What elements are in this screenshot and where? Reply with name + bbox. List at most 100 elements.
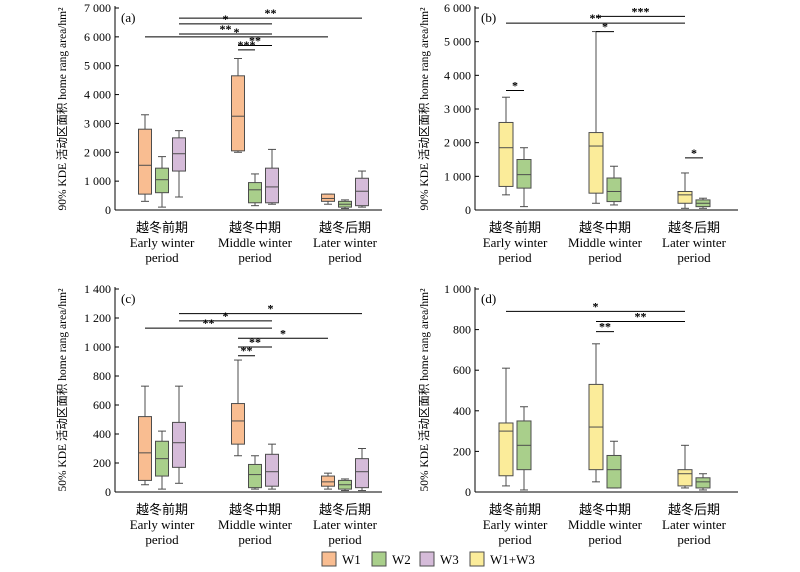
y-tick-label: 3 000 [444,102,471,116]
box-w2-cat0 [516,147,532,208]
legend-item-w2: W2 [371,551,411,567]
legend-swatch [321,551,337,567]
y-tick-label: 6 000 [444,1,471,15]
box-body [231,75,245,152]
significance-label: ** [203,316,215,330]
box-w2-cat2 [338,199,352,210]
box-w3-cat1 [265,148,279,205]
y-tick-label: 800 [93,369,111,383]
y-tick-label: 200 [453,444,471,458]
y-axis-title: 90% KDE 活动区面积 home rang area/hm² [55,7,69,211]
box-w2-cat1 [606,165,622,206]
box-body [321,193,335,202]
box-w1-w3-cat2 [677,172,693,209]
y-tick-label: 1 000 [444,282,471,296]
x-tick-label-zh: 越冬后期 [319,220,371,235]
significance-bracket: ** [238,34,272,48]
x-tick-label-en: Middle winter [218,517,293,532]
x-tick-label-period: period [588,532,622,547]
x-tick-label-en: Later winter [662,235,727,250]
significance-bracket: * [506,78,524,92]
box-w2-cat1 [248,173,262,207]
box-w3-cat0 [172,130,186,198]
significance-label: * [268,302,274,316]
x-tick-label-zh: 越冬前期 [136,220,188,235]
box-body [321,475,335,487]
panel-label: (d) [481,291,496,306]
x-tick-label-en: Later winter [313,235,378,250]
y-tick-label: 800 [453,323,471,337]
box-body [677,469,693,487]
x-tick-label-zh: 越冬前期 [489,220,541,235]
box-body [231,403,245,445]
significance-bracket: * [685,146,703,160]
x-tick-label-period: period [588,250,622,265]
significance-label: ** [241,344,253,358]
box-body [172,137,186,172]
significance-bracket: * [596,20,614,34]
x-tick-label-en: Early winter [130,517,195,532]
y-tick-label: 4 000 [444,68,471,82]
legend-label: W3 [440,552,459,567]
box-body [588,132,604,194]
x-tick-label-zh: 越冬中期 [579,220,631,235]
significance-label: * [602,20,608,34]
y-tick-label: 400 [453,404,471,418]
box-w1-w3-cat0 [498,96,514,196]
panel-d: 0 200 400 600 800 1 000 50% KDE 活动区面积 home ran… [417,282,738,547]
significance-bracket: * [179,12,272,26]
legend: W1 W2 W3 W1+W3 [321,551,535,567]
x-tick-label-en: Middle winter [218,235,293,250]
legend-swatch [469,551,485,567]
y-tick-label: 1 200 [84,311,111,325]
box-body [265,453,279,487]
panel-b: 0 1 000 2 000 3 000 4 000 5 000 6 000 90% KDE 活… [417,1,738,265]
y-tick-label: 7 000 [84,1,111,15]
x-tick-label-period: period [677,532,711,547]
significance-bracket: *** [596,4,685,18]
box-w2-cat1 [248,455,262,490]
box-body [498,121,514,187]
panel-label: (a) [121,10,135,25]
box-w3-cat2 [355,170,369,208]
significance-label: * [234,25,240,39]
y-axis-title: 50% KDE 活动区面积 home rang area/hm² [417,288,431,492]
significance-bracket: ** [506,11,685,25]
box-body [355,177,369,207]
significance-bracket: *** [238,38,256,52]
box-body [172,421,186,468]
significance-label: ** [220,22,232,36]
legend-label: W1 [342,552,361,567]
y-tick-label: 0 [465,203,471,217]
box-w1-cat0 [138,114,152,202]
legend-label: W2 [392,552,411,567]
box-body [355,458,369,489]
significance-bracket: * [145,25,328,39]
x-tick-label-period: period [145,250,179,265]
box-w1-w3-cat2 [677,444,693,489]
x-tick-label-en: Early winter [130,235,195,250]
box-body [606,454,622,489]
box-w1-w3-cat1 [588,31,604,204]
significance-bracket: ** [238,335,272,349]
significance-label: ** [635,309,647,323]
significance-bracket: * [179,309,272,323]
box-w1-w3-cat1 [588,343,604,483]
box-w2-cat0 [516,406,532,491]
x-tick-label-zh: 越冬前期 [489,502,541,517]
box-body [138,416,152,481]
y-tick-label: 1 000 [84,340,111,354]
x-tick-label-period: period [238,532,272,547]
legend-swatch [419,551,435,567]
significance-label: * [280,326,286,340]
x-tick-label-en: Middle winter [568,517,643,532]
legend-label: W1+W3 [490,552,535,567]
box-body [155,167,169,194]
y-tick-label: 200 [93,456,111,470]
significance-bracket: * [238,326,328,340]
x-tick-label-period: period [328,532,362,547]
y-tick-label: 2 000 [84,145,111,159]
box-w1-cat0 [138,385,152,486]
panel-label: (c) [121,291,135,306]
box-w2-cat2 [695,197,711,209]
